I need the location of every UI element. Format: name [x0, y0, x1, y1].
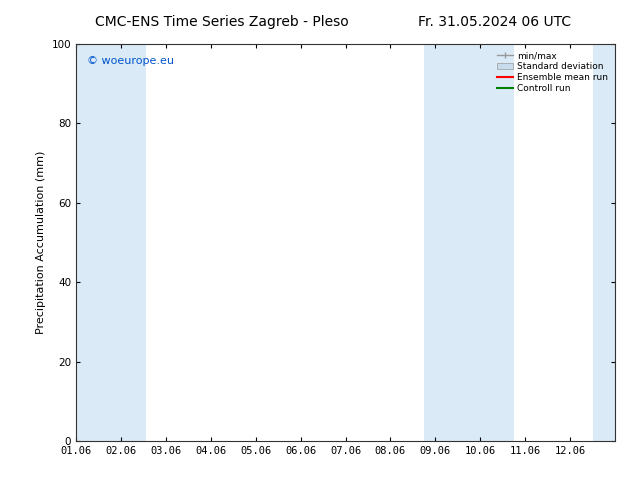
Bar: [76, 44, 146, 441]
Y-axis label: Precipitation Accumulation (mm): Precipitation Accumulation (mm): [36, 151, 46, 334]
Bar: [593, 44, 615, 441]
Text: Fr. 31.05.2024 06 UTC: Fr. 31.05.2024 06 UTC: [418, 15, 571, 29]
Legend: min/max, Standard deviation, Ensemble mean run, Controll run: min/max, Standard deviation, Ensemble me…: [494, 49, 611, 96]
Text: © woeurope.eu: © woeurope.eu: [87, 56, 174, 66]
Bar: [424, 44, 514, 441]
Text: CMC-ENS Time Series Zagreb - Pleso: CMC-ENS Time Series Zagreb - Pleso: [95, 15, 349, 29]
